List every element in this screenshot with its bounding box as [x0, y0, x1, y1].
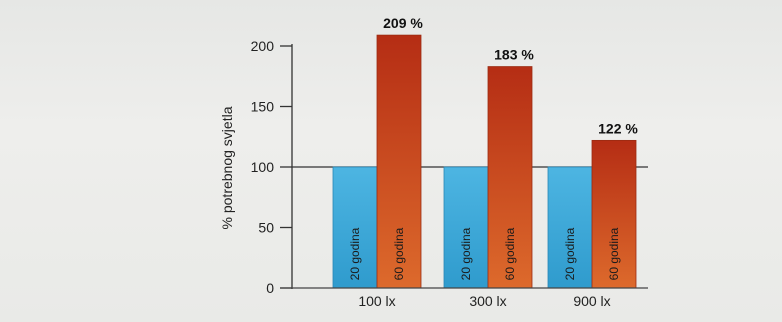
bar-series-label: 60 godina [503, 227, 517, 280]
value-label: 183 % [494, 47, 534, 63]
bar-series-label: 20 godina [348, 227, 362, 280]
x-category-label: 900 lx [573, 293, 610, 309]
x-category-label: 300 lx [469, 293, 506, 309]
y-axis-ticks: 0 50 100 150 200 [251, 38, 292, 296]
bar-red-3 [591, 139, 637, 289]
axes-group [280, 44, 648, 289]
bar-series-label: 20 godina [563, 227, 577, 280]
bar-blue-3 [547, 166, 593, 289]
y-axis-label: % potrebnog svjetla [219, 106, 235, 229]
bar-series-label: 60 godina [607, 227, 621, 280]
x-category-label: 100 lx [358, 293, 395, 309]
bar-series-label: 20 godina [459, 227, 473, 280]
bar-series-label: 60 godina [392, 227, 406, 280]
bars-group: 20 godina 60 godina 20 godina 60 godina 20 g… [332, 34, 637, 289]
y-tick-label: 200 [251, 38, 275, 54]
value-label: 209 % [383, 15, 423, 31]
y-tick-label: 0 [266, 280, 274, 296]
value-label: 122 % [598, 120, 638, 136]
y-tick-label: 100 [251, 159, 275, 175]
value-labels-group: 100 lx 209 % 300 lx 183 % 900 lx 122 % [358, 15, 638, 309]
y-tick-label: 150 [251, 99, 275, 115]
bar-red-1 [376, 34, 422, 289]
bar-red-2 [487, 66, 533, 289]
y-tick-label: 50 [258, 220, 274, 236]
